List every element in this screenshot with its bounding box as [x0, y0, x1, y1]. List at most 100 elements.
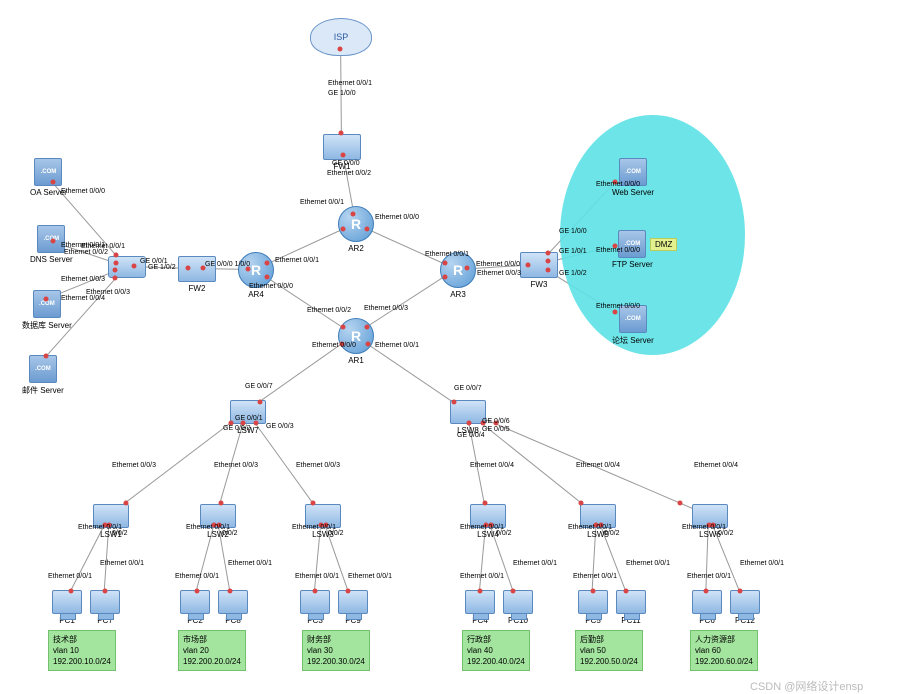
- node-pc11[interactable]: PC11: [616, 590, 646, 625]
- dept: 市场部: [183, 635, 207, 644]
- port-label: Ethernet 0/0/1: [275, 257, 319, 264]
- node-label: AR3: [450, 290, 466, 299]
- endpoint-dot: [50, 180, 55, 185]
- port-label: Ethernet 0/0/1: [175, 573, 219, 580]
- endpoint-dot: [69, 588, 74, 593]
- node-bbs[interactable]: .COM论坛 Server: [612, 305, 654, 346]
- pc-icon: [465, 590, 495, 614]
- endpoint-dot: [442, 274, 447, 279]
- endpoint-dot: [365, 325, 370, 330]
- node-pc2[interactable]: PC2: [180, 590, 210, 625]
- port-label: Ethernet 0/0/1: [626, 560, 670, 567]
- endpoint-dot: [366, 342, 371, 347]
- port-label: Ethernet 0/0/2: [327, 170, 371, 177]
- vlan-box: 财务部vlan 30192.200.30.0/24: [302, 630, 370, 671]
- endpoint-dot: [737, 588, 742, 593]
- endpoint-dot: [351, 211, 356, 216]
- node-pc1[interactable]: PC1: [52, 590, 82, 625]
- dept: 后勤部: [580, 635, 604, 644]
- dmz-label: DMZ: [650, 238, 677, 251]
- endpoint-dot: [346, 588, 351, 593]
- port-label: Ethernet 0/0/0: [476, 261, 520, 268]
- subnet: 192.200.40.0/24: [467, 657, 525, 666]
- port-label: 0/0/2: [328, 530, 344, 537]
- dept: 人力资源部: [695, 635, 735, 644]
- node-pc8[interactable]: PC8: [218, 590, 248, 625]
- node-pc3[interactable]: PC3: [300, 590, 330, 625]
- subnet: 192.200.50.0/24: [580, 657, 638, 666]
- node-pc9[interactable]: PC9: [338, 590, 368, 625]
- endpoint-dot: [218, 500, 223, 505]
- port-label: GE 0/0/7: [245, 383, 273, 390]
- port-label: Ethernet 0/0/0: [312, 342, 356, 349]
- dept: 财务部: [307, 635, 331, 644]
- srv-icon: .COM: [29, 355, 57, 383]
- port-label: Ethernet 0/0/3: [477, 270, 521, 277]
- pc-icon: [218, 590, 248, 614]
- vlan-box: 后勤部vlan 50192.200.50.0/24: [575, 630, 643, 671]
- endpoint-dot: [511, 588, 516, 593]
- port-label: Ethernet 0/0/0: [61, 188, 105, 195]
- pc-icon: [503, 590, 533, 614]
- node-label: 邮件 Server: [22, 385, 64, 396]
- node-pc7[interactable]: PC7: [90, 590, 120, 625]
- endpoint-dot: [467, 421, 472, 426]
- subnet: 192.200.60.0/24: [695, 657, 753, 666]
- vlan-id: vlan 40: [467, 646, 493, 655]
- port-label: Ethernet 0/0/3: [112, 462, 156, 469]
- port-label: Ethernet 0/0/1: [460, 573, 504, 580]
- port-label: Ethernet 0/0/3: [214, 462, 258, 469]
- endpoint-dot: [265, 261, 270, 266]
- vlan-id: vlan 60: [695, 646, 721, 655]
- port-label: GE 0/0/6: [482, 418, 510, 425]
- port-label: Ethernet 0/0/0: [375, 214, 419, 221]
- srv-icon: .COM: [33, 290, 61, 318]
- port-label: Ethernet 0/0/1: [425, 251, 469, 258]
- port-label: Ethernet 0/0/4: [470, 462, 514, 469]
- port-label: 0/0/2: [604, 530, 620, 537]
- node-web[interactable]: .COMWeb Server: [612, 158, 654, 197]
- port-label: Ethernet 0/0/1: [348, 573, 392, 580]
- vlan-box: 行政部vlan 40192.200.40.0/24: [462, 630, 530, 671]
- node-lsw8[interactable]: LSW8: [450, 400, 486, 435]
- endpoint-dot: [590, 588, 595, 593]
- node-pc4[interactable]: PC4: [465, 590, 495, 625]
- port-label: Ethernet 0/0/1: [513, 560, 557, 567]
- pc-icon: [180, 590, 210, 614]
- port-label: Ethernet 0/0/2: [307, 307, 351, 314]
- vlan-box: 市场部vlan 20192.200.20.0/24: [178, 630, 246, 671]
- endpoint-dot: [228, 588, 233, 593]
- endpoint-dot: [442, 261, 447, 266]
- subnet: 192.200.30.0/24: [307, 657, 365, 666]
- endpoint-dot: [113, 268, 118, 273]
- endpoint-dot: [338, 47, 343, 52]
- port-label: Ethernet 0/0/4: [61, 295, 105, 302]
- endpoint-dot: [194, 588, 199, 593]
- endpoint-dot: [338, 130, 343, 135]
- dept: 技术部: [53, 635, 77, 644]
- endpoint-dot: [341, 325, 346, 330]
- port-label: Ethernet 0/0/0: [596, 247, 640, 254]
- endpoint-dot: [113, 276, 118, 281]
- node-pc5[interactable]: PC5: [578, 590, 608, 625]
- port-label: Ethernet 0/0/1: [228, 560, 272, 567]
- node-pc6[interactable]: PC6: [692, 590, 722, 625]
- endpoint-dot: [341, 226, 346, 231]
- node-label: AR4: [248, 290, 264, 299]
- node-mail[interactable]: .COM 邮件 Server: [22, 355, 64, 396]
- node-pc10[interactable]: PC10: [503, 590, 533, 625]
- endpoint-dot: [265, 274, 270, 279]
- endpoint-dot: [477, 588, 482, 593]
- port-label: Ethernet 0/0/4: [576, 462, 620, 469]
- endpoint-dot: [340, 153, 345, 158]
- node-label: FW3: [531, 280, 548, 289]
- port-label: GE 0/0/0 1/0/0: [205, 261, 250, 268]
- node-pc12[interactable]: PC12: [730, 590, 760, 625]
- endpoint-dot: [102, 588, 107, 593]
- node-fw3[interactable]: FW3: [520, 252, 558, 289]
- port-label: Ethernet 0/0/1: [328, 80, 372, 87]
- subnet: 192.200.10.0/24: [53, 657, 111, 666]
- subnet: 192.200.20.0/24: [183, 657, 241, 666]
- node-label: 数据库 Server: [22, 320, 72, 331]
- endpoint-dot: [50, 239, 55, 244]
